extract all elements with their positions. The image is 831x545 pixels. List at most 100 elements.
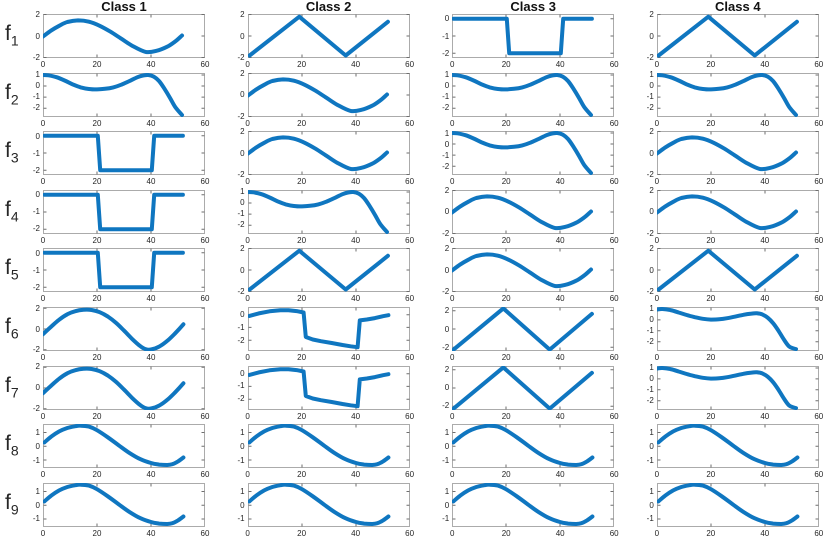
y-tick-label: 0 <box>649 207 654 217</box>
y-tick-label: 2 <box>649 127 654 137</box>
x-tick-label: 60 <box>609 60 619 69</box>
tick-marks <box>452 483 614 527</box>
x-tick-label: 20 <box>706 528 716 538</box>
y-tick-label: -1 <box>646 384 654 394</box>
waveform-plot-big_triangle <box>452 365 615 410</box>
x-tick-label: 0 <box>245 411 250 421</box>
y-tick-label: -2 <box>32 283 40 293</box>
subplot-r5c2: 2 0 -2 0 20 40 60 <box>212 242 424 306</box>
y-tick-label: 1 <box>444 486 450 496</box>
row-label-f5: f5 <box>5 256 19 283</box>
y-tick-label: -2 <box>32 103 40 113</box>
waveform-line <box>247 308 390 350</box>
y-tick-label: 0 <box>35 441 40 451</box>
x-tick-label: 20 <box>501 294 511 304</box>
subplot-r3c3: 1 0 -1 -2 0 20 40 60 <box>416 125 628 189</box>
subplot-r3c1: 0 -1 -2 0 20 40 60 <box>7 125 219 189</box>
y-tick-label: -2 <box>442 228 450 238</box>
y-tick-label: 0 <box>649 148 654 158</box>
x-tick-label: 40 <box>760 235 770 245</box>
x-tick-label: 60 <box>200 528 210 538</box>
waveform-plot-late_sine <box>247 424 410 469</box>
axis-box <box>247 307 410 351</box>
waveform-line <box>452 131 594 176</box>
y-tick-label: -1 <box>442 150 450 160</box>
waveform-line <box>656 194 798 230</box>
y-tick-label: -2 <box>646 228 654 238</box>
axis-box <box>452 14 615 58</box>
y-tick-label: 1 <box>649 428 654 438</box>
y-tick-label: 1 <box>444 70 450 80</box>
y-tick-label: 0 <box>35 324 40 334</box>
x-tick-label: 60 <box>609 294 619 304</box>
waveform-line <box>43 133 185 173</box>
waveform-line <box>247 366 390 408</box>
subplot-r2c3: 1 0 -1 -2 0 20 40 60 <box>416 67 628 131</box>
x-tick-label: 20 <box>297 118 307 128</box>
row-label-f7: f7 <box>5 373 19 400</box>
y-tick-label: 0 <box>240 265 245 275</box>
x-tick-label: 40 <box>760 118 770 128</box>
y-tick-label: -2 <box>442 48 450 58</box>
x-tick-label: 20 <box>706 235 716 245</box>
x-tick-label: 40 <box>146 118 156 128</box>
x-tick-label: 40 <box>351 294 361 304</box>
x-tick-label: 60 <box>405 177 415 187</box>
x-tick-label: 20 <box>501 235 511 245</box>
x-tick-label: 60 <box>814 353 824 362</box>
waveform-plot-triangle <box>656 14 819 58</box>
row-label-subscript: 2 <box>10 90 19 107</box>
x-tick-label: 20 <box>706 470 716 480</box>
waveform-line <box>452 482 595 526</box>
y-tick-label: 2 <box>240 10 245 20</box>
y-tick-label: -2 <box>237 170 245 180</box>
y-tick-label: -1 <box>646 92 654 102</box>
axis-box <box>656 365 819 410</box>
waveform-plot-triangle <box>247 14 410 58</box>
y-tick-label: 0 <box>35 500 40 510</box>
x-tick-label: 0 <box>40 177 46 187</box>
x-tick-label: 0 <box>40 60 46 69</box>
y-tick-label: 0 <box>240 31 245 41</box>
x-tick-label: 20 <box>92 118 102 128</box>
subplot-r6c4: 1 0 -1 -2 0 20 40 60 <box>621 301 831 365</box>
subplot-r5c3: 2 0 -2 0 20 40 60 <box>416 242 628 306</box>
y-tick-label: -2 <box>646 52 654 62</box>
y-tick-label: -2 <box>442 103 450 113</box>
waveform-line <box>656 135 798 172</box>
x-tick-label: 40 <box>555 118 565 128</box>
subplot-r6c2: 0 -1 -2 0 20 40 60 <box>212 301 424 365</box>
x-tick-label: 0 <box>449 528 455 538</box>
x-tick-label: 0 <box>449 235 455 245</box>
waveform-line <box>452 16 595 56</box>
y-tick-label: 0 <box>444 207 450 217</box>
x-tick-label: 0 <box>40 470 46 480</box>
y-tick-label: 2 <box>649 185 654 195</box>
x-tick-label: 60 <box>405 294 415 304</box>
x-tick-label: 40 <box>555 235 565 245</box>
y-tick-label: 1 <box>240 187 245 197</box>
x-tick-label: 20 <box>92 470 102 480</box>
subplot-r5c4: 2 0 -2 0 20 40 60 <box>621 242 831 306</box>
y-tick-label: 2 <box>444 306 450 316</box>
tick-marks <box>248 248 410 293</box>
y-tick-label: 0 <box>649 373 654 383</box>
waveform-line <box>43 307 186 351</box>
x-tick-label: 60 <box>609 235 619 245</box>
y-tick-label: -1 <box>237 381 245 391</box>
axis-box <box>452 131 615 176</box>
y-tick-label: 0 <box>240 441 245 451</box>
x-tick-label: 40 <box>351 528 361 538</box>
y-tick-label: 0 <box>240 368 245 378</box>
axis-box <box>452 72 615 117</box>
y-tick-label: 0 <box>444 441 450 451</box>
x-tick-label: 0 <box>449 470 455 480</box>
waveform-plot-sine <box>247 72 410 117</box>
axis-box <box>43 248 205 293</box>
y-tick-label: -1 <box>237 455 245 465</box>
subplot-r9c1: 1 0 -1 0 20 40 60 <box>7 477 219 541</box>
y-tick-label: 1 <box>35 70 40 80</box>
waveform-plot-smooth_tri <box>43 307 205 351</box>
x-tick-label: 60 <box>814 411 824 421</box>
tick-marks <box>657 483 819 527</box>
